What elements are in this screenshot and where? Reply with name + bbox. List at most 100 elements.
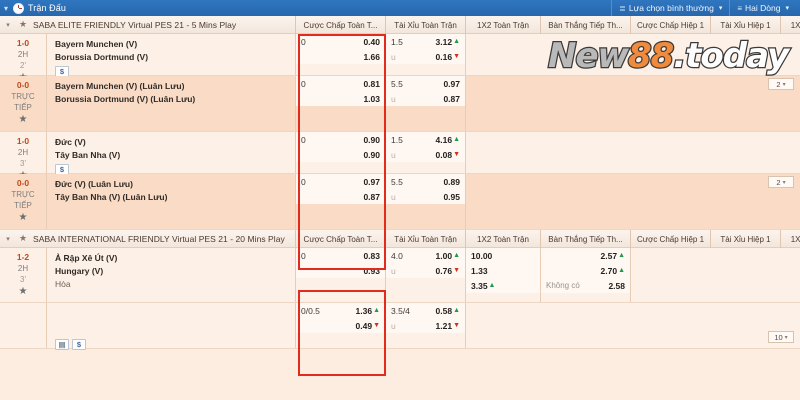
- odds-cell[interactable]: 0 0.97: [296, 174, 385, 189]
- match-row[interactable]: 0-0 TRỰC TIẾP ★ Bayern Munchen (V) (Luân…: [0, 76, 800, 132]
- period: 2H: [17, 148, 29, 157]
- watermark: New88.today: [547, 35, 791, 78]
- odds-cell[interactable]: 0 0.40: [296, 34, 385, 49]
- odds-cell[interactable]: u 0.87: [386, 91, 465, 106]
- odds-column-overunder: 5.5 0.89 u 0.95: [385, 174, 465, 229]
- arrow-up-icon: ▲: [618, 252, 625, 259]
- odds-column-overunder: 3.5/4 0.58 ▲ u 1.21 ▼: [385, 303, 465, 348]
- chevron-down-icon[interactable]: ▾: [6, 235, 10, 243]
- odds-cell[interactable]: u 0.95: [386, 189, 465, 204]
- odds-cell[interactable]: 1.5 4.16 ▲: [386, 132, 465, 147]
- total-line: 1.5: [391, 36, 403, 47]
- star-icon[interactable]: ★: [18, 233, 28, 243]
- odds-cell[interactable]: 10.00: [466, 248, 540, 263]
- away-team: Tây Ban Nha (V) (Luân Lưu): [55, 192, 168, 202]
- odds-column-nextgoal: 2.57 ▲ 2.70 ▲ Không có 2.58: [540, 248, 630, 302]
- row-count-selector[interactable]: 2 ▾: [768, 78, 794, 90]
- cashout-button[interactable]: $: [72, 339, 86, 350]
- watermark-part3: .today: [672, 35, 790, 78]
- odds-cell[interactable]: 5.5 0.89: [386, 174, 465, 189]
- match-action-buttons: ▤ $: [55, 339, 295, 351]
- odds-cell[interactable]: 1.5 3.12 ▲: [386, 34, 465, 49]
- star-icon[interactable]: ★: [18, 114, 28, 125]
- odds-cell[interactable]: 0 0.90: [296, 132, 385, 147]
- row-count-selector[interactable]: 10 ▾: [768, 331, 794, 343]
- total-line: u: [391, 191, 396, 202]
- odds-value: 0.40: [363, 36, 380, 47]
- odds-cell[interactable]: 0/0.5 1.36 ▲: [296, 303, 385, 318]
- odds-cell[interactable]: 1.03: [296, 91, 385, 106]
- odds-cell[interactable]: 0 0.81: [296, 76, 385, 91]
- column-header-1x2-h1: 1X2 Hiệp 1: [780, 230, 800, 248]
- rows-mode-dropdown[interactable]: ≡ Hai Dòng ▾: [729, 0, 796, 16]
- league-header-2[interactable]: ▾ ★ SABA INTERNATIONAL FRIENDLY Virtual …: [0, 230, 800, 248]
- teams: Bayern Munchen (V) (Luân Lưu) Borussia D…: [46, 76, 295, 131]
- odds-value: 0.08: [435, 149, 453, 160]
- chevron-down-icon: ▾: [782, 81, 786, 88]
- odds-cell[interactable]: 0.87: [296, 189, 385, 204]
- match-status: 1-0 2H 3' ★: [0, 132, 46, 181]
- odds-cell[interactable]: 5.5 0.97: [386, 76, 465, 91]
- handicap-line: 0: [301, 250, 306, 261]
- match-status: 1-2 2H 3' ★: [0, 248, 46, 302]
- total-line: 5.5: [391, 78, 403, 89]
- odds-cell[interactable]: 0.49 ▼: [296, 318, 385, 333]
- odds-value: 2.58: [608, 280, 625, 291]
- odds-cell[interactable]: 0.90: [296, 147, 385, 162]
- column-header-overunder: Tài Xỉu Toàn Trận: [385, 16, 465, 34]
- odds-cell[interactable]: u 0.76 ▼: [386, 263, 465, 278]
- odds-cell[interactable]: u 1.21 ▼: [386, 318, 465, 333]
- star-icon[interactable]: ★: [18, 212, 28, 223]
- score: 1-0: [16, 136, 30, 146]
- clock-icon: [13, 2, 25, 14]
- odds-cell[interactable]: 0 0.83: [296, 248, 385, 263]
- match-row[interactable]: ▤ $ 0/0.5 1.36 ▲ 0.49 ▼ 3.5/4: [0, 303, 800, 351]
- row-count-selector[interactable]: 2 ▾: [768, 176, 794, 188]
- minute: 2': [20, 61, 26, 70]
- odds-cell[interactable]: 0.93: [296, 263, 385, 278]
- odds-cell[interactable]: u 0.16 ▼: [386, 49, 465, 64]
- home-team: Bayern Munchen (V) (Luân Lưu): [55, 81, 185, 91]
- odds-cell[interactable]: 3.5/4 0.58 ▲: [386, 303, 465, 318]
- star-icon[interactable]: ★: [18, 19, 28, 29]
- match-row[interactable]: 0-0 TRỰC TIẾP ★ Đức (V) (Luân Lưu) Tây B…: [0, 174, 800, 230]
- column-header-handicap-h1: Cược Chấp Hiệp 1: [630, 16, 710, 34]
- total-line: 5.5: [391, 176, 403, 187]
- odds-cell[interactable]: 1.33: [466, 263, 540, 278]
- odds-value: 0.87: [443, 93, 460, 104]
- home-team: Bayern Munchen (V): [55, 39, 138, 49]
- odds-value: 3.35: [471, 280, 488, 291]
- odds-value: 0.76: [435, 265, 453, 276]
- chevron-down-icon[interactable]: ▾: [4, 3, 9, 13]
- odds-cell[interactable]: 2.57 ▲: [541, 248, 630, 263]
- chevron-down-icon[interactable]: ▾: [6, 21, 10, 29]
- handicap-line: 0: [301, 78, 306, 89]
- odds-cell[interactable]: 1.66: [296, 49, 385, 64]
- stats-button[interactable]: ▤: [55, 339, 69, 350]
- top-bar: ▾ Trận Đấu ≣ Lựa chọn bình thường ▾ ≡ Ha…: [0, 0, 800, 16]
- odds-cell[interactable]: u 0.08 ▼: [386, 147, 465, 162]
- odds-cell[interactable]: 3.35 ▲: [466, 278, 540, 293]
- odds-value: 2.57: [600, 250, 618, 261]
- period: TRỰC: [11, 92, 35, 101]
- league-name: SABA INTERNATIONAL FRIENDLY Virtual PES …: [33, 233, 285, 244]
- star-icon[interactable]: ★: [18, 286, 28, 297]
- home-team: Đức (V): [55, 137, 86, 147]
- odds-value: 1.36: [355, 305, 373, 316]
- period: TRỰC: [11, 190, 35, 199]
- minute: 3': [20, 275, 26, 284]
- match-row[interactable]: 1-0 2H 3' ★ Đức (V) Tây Ban Nha (V) $ 0 …: [0, 132, 800, 188]
- match-row[interactable]: 1-2 2H 3' ★ Ả Rập Xê Út (V) Hungary (V) …: [0, 248, 800, 303]
- odds-cell[interactable]: 2.70 ▲: [541, 263, 630, 278]
- odds-column-rest: [465, 132, 800, 173]
- league-header-1[interactable]: ▾ ★ SABA ELITE FRIENDLY Virtual PES 21 -…: [0, 16, 800, 34]
- row-count-value: 10: [774, 332, 783, 342]
- odds-cell[interactable]: 4.0 1.00 ▲: [386, 248, 465, 263]
- odds-cell[interactable]: Không có 2.58: [541, 278, 630, 293]
- total-line: u: [391, 320, 396, 331]
- odds-value: 1.21: [435, 320, 453, 331]
- odds-value: 0.90: [363, 134, 380, 145]
- display-option-dropdown[interactable]: ≣ Lựa chọn bình thường ▾: [611, 0, 729, 16]
- watermark-part2: 88: [627, 35, 676, 78]
- total-line: u: [391, 265, 396, 276]
